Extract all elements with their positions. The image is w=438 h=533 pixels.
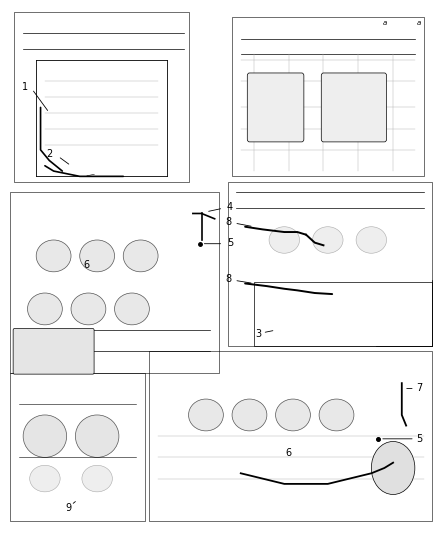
Ellipse shape xyxy=(313,227,343,253)
Text: 7: 7 xyxy=(416,383,422,393)
Ellipse shape xyxy=(356,227,387,253)
Text: 6: 6 xyxy=(286,448,292,458)
Ellipse shape xyxy=(188,399,223,431)
Ellipse shape xyxy=(82,465,113,492)
Text: 8: 8 xyxy=(226,217,232,227)
Text: 5: 5 xyxy=(416,434,422,444)
Ellipse shape xyxy=(115,293,149,325)
Ellipse shape xyxy=(30,465,60,492)
Circle shape xyxy=(371,441,415,495)
Ellipse shape xyxy=(276,399,311,431)
Text: 9: 9 xyxy=(66,503,72,513)
FancyBboxPatch shape xyxy=(13,328,94,374)
Ellipse shape xyxy=(269,227,300,253)
Ellipse shape xyxy=(319,399,354,431)
Bar xyxy=(254,282,432,346)
Text: 6: 6 xyxy=(83,261,89,270)
Ellipse shape xyxy=(71,293,106,325)
Ellipse shape xyxy=(232,399,267,431)
Ellipse shape xyxy=(28,293,62,325)
FancyBboxPatch shape xyxy=(247,73,304,142)
Text: a: a xyxy=(417,20,421,26)
Text: 5: 5 xyxy=(227,238,233,248)
Ellipse shape xyxy=(123,240,158,272)
Text: 1: 1 xyxy=(22,82,28,92)
Text: 3: 3 xyxy=(255,329,261,340)
Text: 2: 2 xyxy=(46,149,53,159)
Text: 4: 4 xyxy=(227,201,233,212)
Text: a: a xyxy=(382,20,386,26)
Ellipse shape xyxy=(80,240,115,272)
FancyBboxPatch shape xyxy=(321,73,387,142)
Ellipse shape xyxy=(75,415,119,457)
Ellipse shape xyxy=(36,240,71,272)
Text: 8: 8 xyxy=(226,274,232,284)
Ellipse shape xyxy=(23,415,67,457)
